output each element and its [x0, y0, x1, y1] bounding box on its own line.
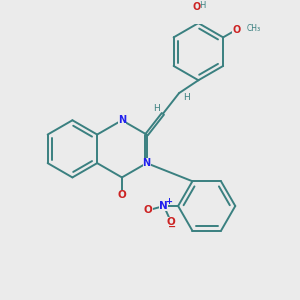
Text: CH₃: CH₃ — [247, 25, 261, 34]
Text: H: H — [183, 93, 190, 102]
Text: −: − — [168, 222, 176, 232]
Text: H: H — [199, 2, 206, 10]
Text: N: N — [142, 158, 151, 168]
Text: O: O — [118, 190, 126, 200]
Text: H: H — [153, 104, 159, 113]
Text: O: O — [144, 205, 152, 215]
Text: O: O — [232, 25, 241, 34]
Text: N: N — [118, 115, 126, 125]
Text: O: O — [167, 217, 175, 227]
Text: +: + — [165, 197, 172, 206]
Text: O: O — [193, 2, 201, 12]
Text: N: N — [160, 201, 168, 211]
